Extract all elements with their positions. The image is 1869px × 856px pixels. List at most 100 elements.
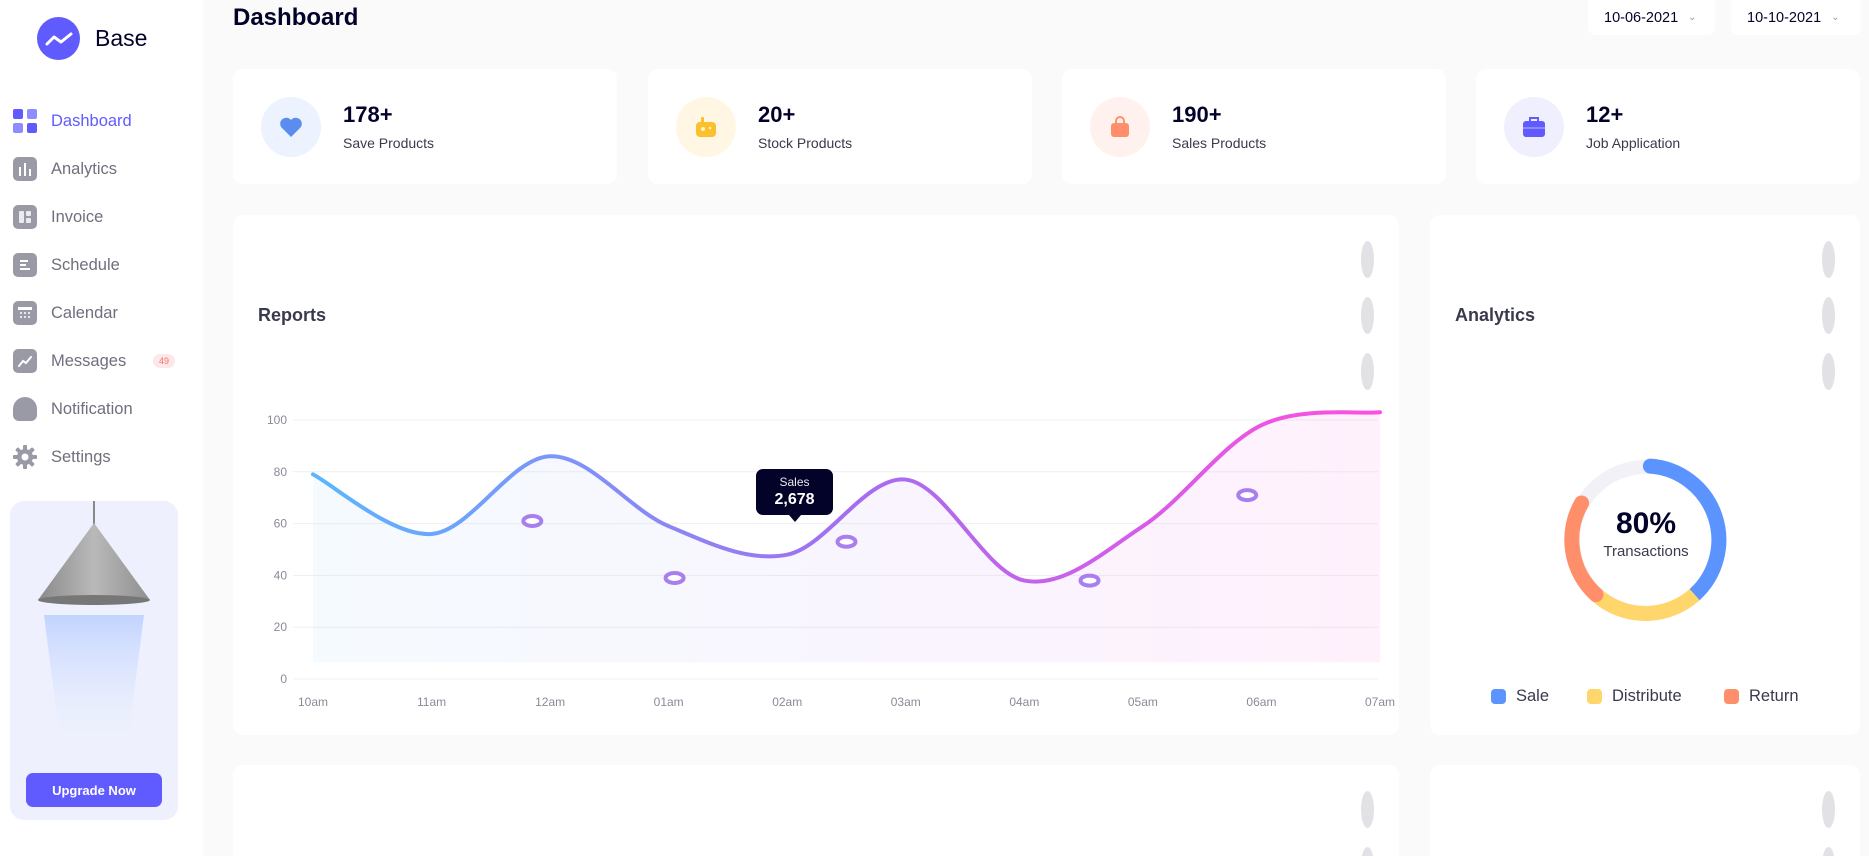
sidebar-item-label: Settings: [51, 447, 111, 466]
calendar-icon: [13, 301, 37, 325]
y-tick-label: 80: [274, 465, 288, 479]
data-point-marker[interactable]: [1078, 573, 1101, 588]
x-tick-label: 01am: [654, 695, 684, 709]
data-point-marker[interactable]: [521, 514, 544, 529]
donut-segment-return: [1564, 495, 1604, 603]
sales-tooltip: Sales 2,678: [756, 469, 833, 522]
chevron-down-icon: ⌄: [1688, 12, 1697, 23]
x-tick-label: 02am: [772, 695, 802, 709]
bell-icon: [13, 397, 37, 421]
invoice-icon: [13, 205, 37, 229]
briefcase-icon: [1504, 97, 1564, 157]
legend-swatch: [1724, 689, 1739, 704]
sidebar-item-calendar[interactable]: Calendar: [0, 289, 203, 337]
sidebar-item-invoice[interactable]: Invoice: [0, 193, 203, 241]
bag-icon: [1090, 97, 1150, 157]
sales-series-line: [311, 410, 1382, 584]
tooltip-value: 2,678: [774, 491, 815, 508]
stat-label: Job Application: [1586, 135, 1681, 151]
legend-swatch: [1491, 689, 1506, 704]
stat-value: 12+: [1586, 102, 1624, 127]
stat-card-job-application[interactable]: 12+ Job Application: [1476, 69, 1860, 184]
more-options-dot[interactable]: [1822, 847, 1835, 856]
brand-logo-icon: [37, 17, 80, 60]
sidebar-item-schedule[interactable]: Schedule: [0, 241, 203, 289]
sidebar-item-label: Analytics: [51, 159, 118, 178]
legend-item-distribute: Distribute: [1587, 687, 1682, 706]
more-options-dot[interactable]: [1361, 847, 1374, 856]
legend-label: Return: [1749, 687, 1799, 705]
x-tick-label: 12am: [535, 695, 565, 709]
x-tick-label: 04am: [1009, 695, 1039, 709]
gear-icon: [13, 445, 37, 469]
brand-name: Base: [95, 25, 148, 51]
stat-label: Sales Products: [1172, 135, 1267, 151]
reports-line-chart: 0 20 40 60 80 100 10am 11am 12am 01am 02am 03am 04a…: [267, 410, 1395, 709]
legend-label: Distribute: [1612, 687, 1682, 705]
more-options-dot[interactable]: [1361, 241, 1374, 278]
brand[interactable]: Base: [37, 17, 147, 60]
dashboard-icon: [13, 109, 37, 133]
donut-segment-sale: [1642, 458, 1727, 603]
stat-label: Save Products: [343, 135, 435, 151]
data-point-marker[interactable]: [1236, 488, 1259, 503]
sidebar-item-messages[interactable]: Messages 49: [0, 337, 203, 385]
messages-count-badge: 49: [153, 354, 176, 368]
tooltip-label: Sales: [779, 475, 810, 489]
sidebar: Base Dashboard Analytics Invoice Schedul…: [0, 0, 203, 856]
legend-label: Sale: [1516, 687, 1550, 705]
schedule-icon: [13, 253, 37, 277]
donut-percent: 80%: [1615, 507, 1677, 540]
more-options-dot[interactable]: [1361, 791, 1374, 828]
analytics-panel: Analytics: [1430, 215, 1860, 735]
heart-icon: [261, 97, 321, 157]
x-tick-label: 06am: [1246, 695, 1276, 709]
bottom-left-panel: [233, 765, 1399, 856]
date-from-select[interactable]: 10-06-2021 ⌄: [1588, 0, 1715, 35]
more-options-dot[interactable]: [1822, 241, 1835, 278]
sidebar-item-notification[interactable]: Notification: [0, 385, 203, 433]
stat-value: 190+: [1172, 102, 1222, 127]
sidebar-item-label: Notification: [51, 399, 133, 418]
y-tick-label: 20: [274, 620, 288, 634]
stat-label: Stock Products: [758, 135, 853, 151]
x-tick-label: 05am: [1128, 695, 1158, 709]
analytics-title: Analytics: [1455, 305, 1536, 325]
upgrade-promo-card: Upgrade Now: [10, 501, 178, 820]
more-options-dot[interactable]: [1822, 297, 1835, 334]
sidebar-item-label: Calendar: [51, 303, 118, 322]
reports-title: Reports: [258, 305, 327, 325]
more-options-dot[interactable]: [1361, 297, 1374, 334]
legend-item-sale: Sale: [1491, 687, 1549, 706]
upgrade-now-button[interactable]: Upgrade Now: [26, 773, 162, 807]
more-options-dot[interactable]: [1822, 791, 1835, 828]
donut-caption: Transactions: [1603, 543, 1689, 560]
y-tick-label: 40: [274, 568, 288, 582]
sidebar-item-label: Schedule: [51, 255, 120, 274]
analytics-icon: [13, 157, 37, 181]
data-point-marker[interactable]: [663, 570, 686, 585]
sidebar-item-dashboard[interactable]: Dashboard: [0, 97, 203, 145]
y-tick-label: 0: [280, 672, 287, 686]
stat-card-save-products[interactable]: 178+ Save Products: [233, 69, 617, 184]
donut-center: 80% Transactions: [1566, 507, 1726, 560]
more-options-dot[interactable]: [1822, 353, 1835, 390]
page-title: Dashboard: [233, 4, 359, 31]
stat-card-sales-products[interactable]: 190+ Sales Products: [1062, 69, 1446, 184]
date-to-select[interactable]: 10-10-2021 ⌄: [1731, 0, 1861, 35]
x-tick-label: 10am: [298, 695, 328, 709]
date-to-value: 10-10-2021: [1747, 9, 1822, 26]
bottom-right-panel: [1430, 765, 1860, 856]
donut-segment-distribute: [1591, 588, 1700, 621]
y-tick-label: 100: [267, 413, 287, 427]
sidebar-item-analytics[interactable]: Analytics: [0, 145, 203, 193]
stat-value: 178+: [343, 102, 393, 127]
x-tick-label: 07am: [1365, 695, 1395, 709]
stat-value: 20+: [758, 102, 796, 127]
sidebar-item-settings[interactable]: Settings: [0, 433, 203, 481]
more-options-dot[interactable]: [1361, 353, 1374, 390]
data-point-marker[interactable]: [835, 534, 858, 549]
stat-card-stock-products[interactable]: 20+ Stock Products: [648, 69, 1032, 184]
lamp-illustration: [38, 501, 150, 756]
x-tick-label: 03am: [891, 695, 921, 709]
